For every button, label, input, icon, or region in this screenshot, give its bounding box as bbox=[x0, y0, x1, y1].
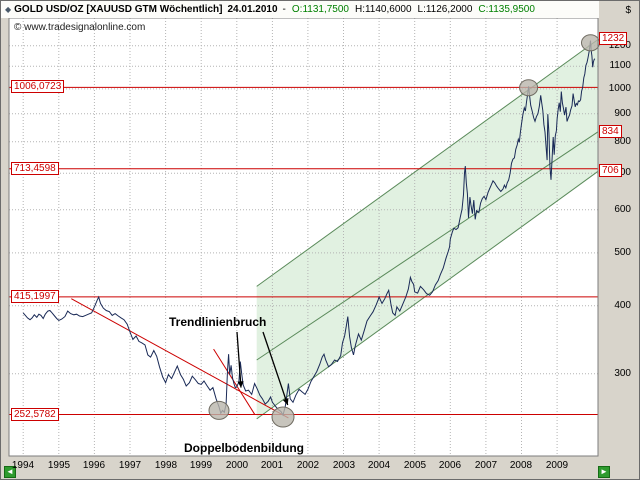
chart-header: ◆ GOLD USD/OZ [XAUUSD GTM Wöchentlich] 2… bbox=[1, 1, 599, 18]
currency-label: $ bbox=[625, 5, 631, 16]
channel-price-label: 706 bbox=[599, 164, 622, 177]
support-price-label: 1006,0723 bbox=[11, 80, 65, 93]
x-axis-label: 2006 bbox=[438, 460, 462, 471]
x-axis-label: 2003 bbox=[332, 460, 356, 471]
y-axis-label: 800 bbox=[614, 136, 631, 147]
y-axis-label: 700 bbox=[614, 167, 631, 178]
annotation-arrowhead bbox=[237, 381, 244, 388]
ohlc-value: O:1131,7500 bbox=[291, 4, 349, 15]
annotation-arrow bbox=[262, 331, 289, 406]
highlight-circle bbox=[581, 34, 600, 52]
channel-price-label: 834 bbox=[599, 125, 622, 138]
annotation-arrowhead bbox=[282, 398, 289, 405]
x-axis-label: 1997 bbox=[118, 460, 142, 471]
ohlc-value: H:1140,6000 bbox=[354, 4, 412, 15]
plot-background bbox=[9, 18, 598, 456]
trendline bbox=[213, 348, 256, 415]
y-axis-label: 1000 bbox=[608, 83, 631, 94]
x-axis-label: 2007 bbox=[474, 460, 498, 471]
x-axis-label: 2001 bbox=[260, 460, 284, 471]
x-axis-label: 2000 bbox=[225, 460, 249, 471]
annotation-trendline-break: Trendlinienbruch bbox=[169, 315, 267, 329]
header-separator: - bbox=[282, 4, 286, 15]
annotation-double-bottom: Doppelbodenbildung bbox=[184, 441, 304, 455]
scroll-left-button[interactable]: ◄ bbox=[4, 466, 16, 478]
x-axis-label: 1995 bbox=[47, 460, 71, 471]
ohlc-value: C:1135,9500 bbox=[478, 4, 535, 15]
chart-date: 24.01.2010 bbox=[227, 4, 278, 15]
support-price-label: 415,1997 bbox=[11, 290, 59, 303]
x-axis-label: 2004 bbox=[367, 460, 391, 471]
highlight-circle bbox=[519, 79, 539, 97]
channel-price-label: 1232 bbox=[599, 32, 628, 45]
price-series bbox=[22, 40, 596, 417]
y-axis-label: 400 bbox=[614, 300, 631, 311]
support-price-label: 713,4598 bbox=[11, 162, 59, 175]
x-axis-label: 2005 bbox=[403, 460, 427, 471]
scroll-right-button[interactable]: ► bbox=[598, 466, 610, 478]
trendline bbox=[71, 298, 289, 419]
support-price-label: 252,5782 bbox=[11, 408, 59, 421]
chart-title: GOLD USD/OZ [XAUUSD GTM Wöchentlich] bbox=[14, 4, 223, 15]
trend-channel-line bbox=[256, 131, 599, 361]
y-axis-label: 1100 bbox=[609, 60, 631, 71]
annotation-arrow bbox=[236, 331, 242, 388]
trend-channel-fill bbox=[256, 39, 598, 419]
x-axis-label: 1994 bbox=[11, 460, 35, 471]
watermark: © www.tradesignalonline.com bbox=[14, 22, 146, 33]
highlight-circle bbox=[271, 406, 295, 428]
highlight-circle bbox=[208, 400, 230, 420]
x-axis-label: 1999 bbox=[189, 460, 213, 471]
y-axis-label: 300 bbox=[614, 368, 631, 379]
ohlc-value: L:1126,2000 bbox=[417, 4, 473, 15]
y-axis-label: 500 bbox=[614, 247, 631, 258]
x-axis-label: 2009 bbox=[545, 460, 569, 471]
x-axis-label: 1996 bbox=[82, 460, 106, 471]
x-axis-label: 2008 bbox=[509, 460, 533, 471]
x-axis-label: 1998 bbox=[154, 460, 178, 471]
y-axis-label: 600 bbox=[614, 204, 631, 215]
y-axis-label: 1200 bbox=[608, 40, 631, 51]
y-axis-label: 900 bbox=[614, 108, 631, 119]
ohlc-values: O:1131,7500 H:1140,6000 L:1126,2000 C:1135,… bbox=[286, 4, 535, 15]
plot-border bbox=[8, 17, 599, 457]
x-axis-label: 2002 bbox=[296, 460, 320, 471]
instrument-icon: ◆ bbox=[5, 5, 12, 14]
trend-channel-line bbox=[256, 39, 599, 287]
